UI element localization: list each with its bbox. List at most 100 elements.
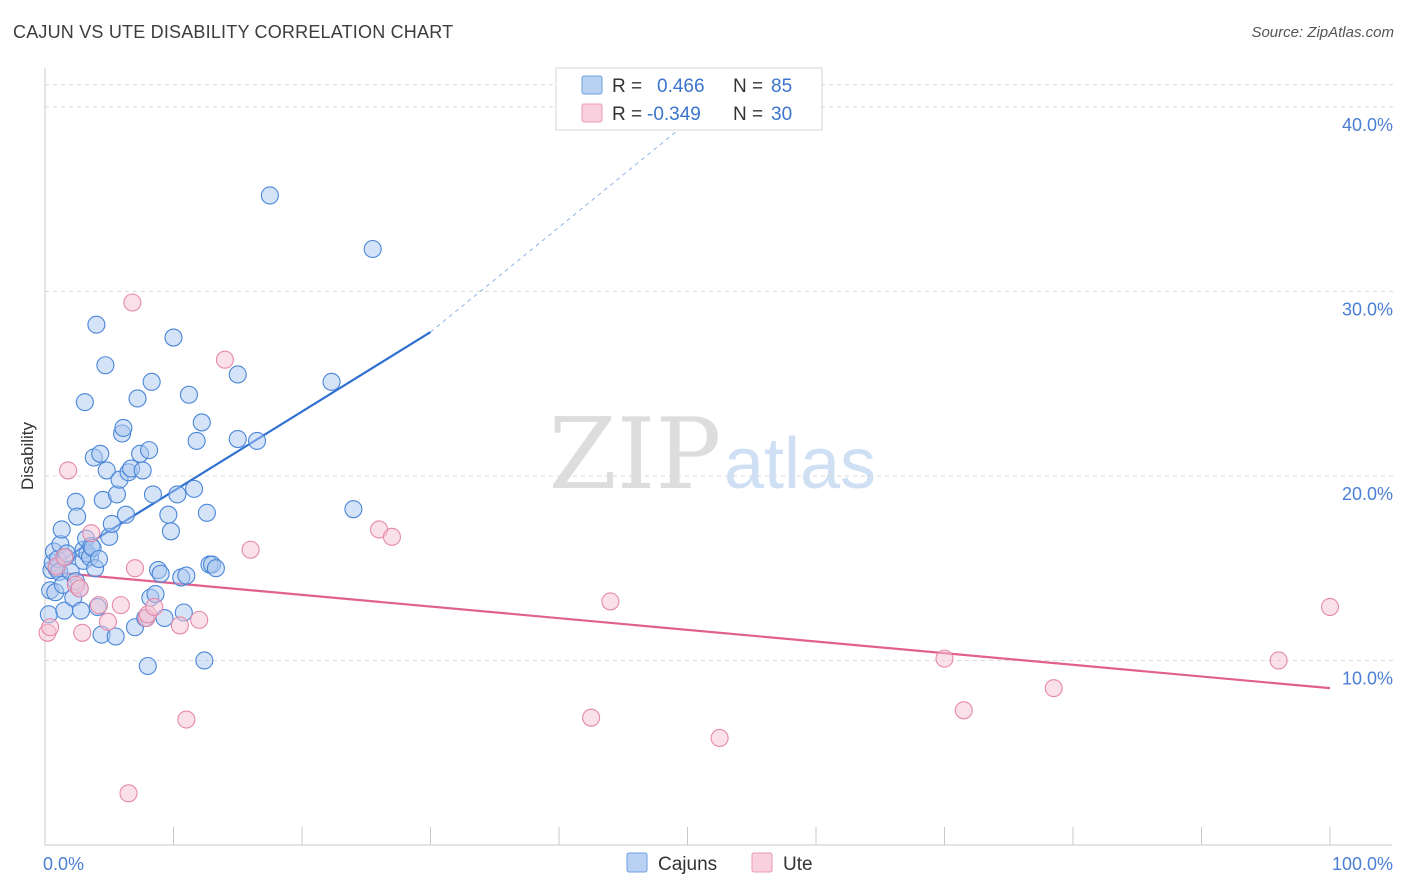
legend-r-label-cajuns: R =: [612, 76, 642, 97]
cajuns-point: [322, 372, 341, 391]
cajuns-point: [102, 514, 121, 533]
legend-r-value-ute: -0.349: [647, 104, 701, 125]
cajuns-point: [71, 601, 91, 620]
series-legend-label-cajuns: Cajuns: [658, 854, 717, 875]
y-tick-label: 10.0%: [1342, 668, 1393, 688]
cajuns-point: [87, 315, 106, 334]
cajuns-point: [247, 431, 267, 450]
ute-point: [82, 524, 101, 543]
data-points: [38, 186, 1340, 803]
cajuns-point: [52, 520, 71, 539]
cajuns-point: [116, 505, 136, 524]
cajuns-point: [89, 549, 109, 569]
watermark-zip: ZIP: [549, 398, 722, 512]
ute-point: [73, 623, 92, 642]
cajuns-point: [75, 393, 94, 412]
legend-n-value-ute: 30: [771, 104, 792, 125]
cajuns-point: [68, 507, 87, 526]
cajuns-point: [344, 500, 363, 519]
ute-point: [1044, 679, 1063, 698]
legend-n-value-cajuns: 85: [771, 76, 792, 97]
series-legend-label-ute: Ute: [783, 854, 813, 875]
cajuns-point: [228, 365, 247, 384]
source-label: Source: ZipAtlas.com: [1251, 24, 1394, 41]
cajuns-point: [185, 479, 204, 498]
gridlines: [45, 84, 1395, 661]
ute-point: [170, 616, 189, 635]
cajuns-point: [107, 485, 127, 504]
watermark-atlas: atlas: [724, 424, 876, 504]
cajuns-point: [128, 389, 147, 408]
series-legend-swatch-ute: [751, 852, 773, 873]
cajuns-point: [195, 651, 214, 670]
cajuns-point: [159, 505, 178, 524]
cajuns-point: [179, 385, 198, 404]
ute-point: [70, 579, 89, 598]
legend-n-label-ute: N =: [733, 104, 763, 125]
ute-point: [41, 618, 60, 637]
ute-point: [89, 596, 109, 615]
cajuns-point: [151, 564, 170, 583]
cajuns-point: [228, 429, 247, 449]
cajuns-point: [133, 461, 152, 480]
ute-point: [241, 540, 260, 559]
cajuns-point: [192, 413, 211, 432]
cajuns-point: [260, 186, 279, 205]
cajuns-point: [106, 627, 125, 646]
ute-point: [582, 708, 601, 727]
cajuns-point: [187, 431, 206, 450]
ute-point: [1320, 597, 1340, 617]
legend-r-label-ute: R =: [612, 104, 642, 125]
cajuns-point: [140, 441, 159, 460]
legend-r-value-cajuns: 0.466: [657, 76, 705, 97]
legend-swatch-cajuns: [581, 75, 603, 95]
ute-point: [98, 612, 118, 631]
cajuns-point: [206, 559, 225, 578]
y-tick-label: 30.0%: [1342, 299, 1393, 319]
stats-legend: R = 0.466 N = 85 R = -0.349 N = 30: [555, 67, 823, 131]
legend-n-label-cajuns: N =: [733, 76, 763, 97]
ute-point: [125, 559, 144, 578]
cajuns-point: [177, 566, 196, 585]
ute-point: [123, 293, 142, 312]
ute-point: [145, 597, 164, 617]
cajuns-point: [363, 239, 382, 259]
cajuns-point: [96, 356, 115, 375]
ute-point: [710, 728, 729, 748]
y-axis-title: Disability: [18, 421, 37, 490]
axes: [44, 68, 1392, 846]
ute-point: [1269, 651, 1288, 670]
ute-point: [59, 461, 78, 480]
cajuns-point: [161, 522, 180, 541]
series-legend-swatch-cajuns: [626, 852, 648, 873]
cajuns-point: [97, 461, 116, 480]
ute-point: [55, 548, 74, 567]
ute-point: [190, 610, 209, 629]
ute-point: [177, 710, 196, 729]
series-legend: Cajuns Ute: [626, 852, 813, 875]
ute-point: [111, 596, 130, 615]
ute-point: [382, 527, 402, 546]
legend-swatch-ute: [581, 103, 603, 123]
cajuns-point: [142, 372, 161, 391]
cajuns-point: [114, 418, 133, 438]
ute-point: [601, 592, 620, 611]
ute-point: [954, 701, 973, 720]
chart-title: CAJUN VS UTE DISABILITY CORRELATION CHAR…: [13, 22, 454, 42]
cajuns-point: [197, 503, 216, 522]
ute-point: [935, 649, 954, 668]
y-tick-label: 40.0%: [1342, 115, 1393, 135]
tick-labels: 10.0% 20.0% 30.0% 40.0% 0.0% 100.0%: [43, 115, 1393, 874]
cajuns-point: [138, 656, 157, 676]
ute-point: [119, 784, 138, 803]
cajuns-point: [143, 485, 162, 504]
cajuns-point: [91, 444, 110, 463]
ute-trend-line: [48, 570, 1331, 690]
x-tick-label: 100.0%: [1332, 854, 1393, 874]
cajuns-point: [168, 485, 187, 504]
cajuns-point: [164, 328, 183, 347]
y-tick-label: 20.0%: [1342, 484, 1393, 504]
ute-point: [215, 350, 234, 369]
x-tick-label: 0.0%: [43, 854, 84, 874]
